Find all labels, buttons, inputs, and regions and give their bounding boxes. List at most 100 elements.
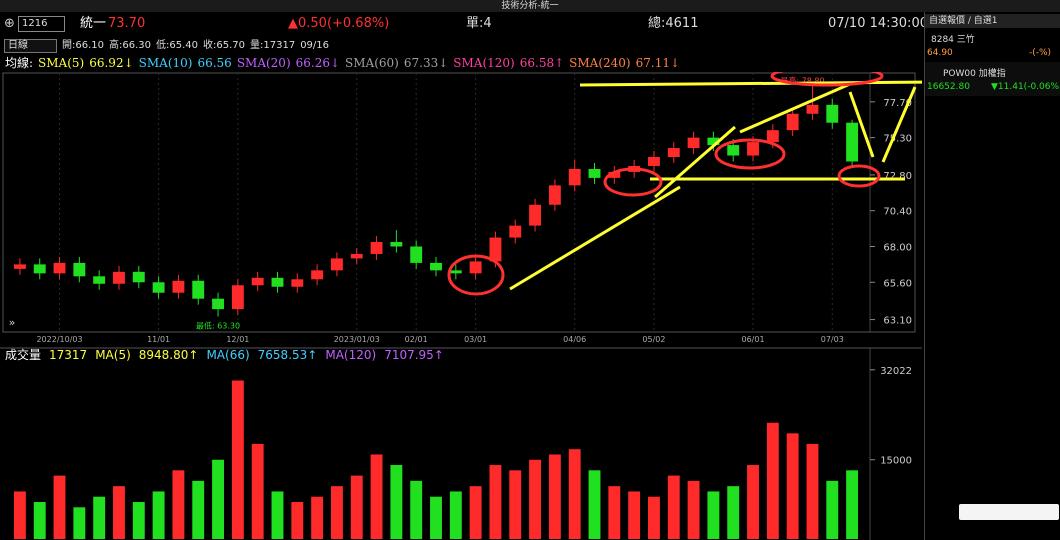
volume-bar [529, 459, 542, 539]
candle-body [212, 298, 224, 310]
volume-bar [172, 470, 185, 539]
volume-bar [13, 491, 26, 539]
price: 73.70 [108, 16, 146, 31]
candle-body [707, 137, 720, 146]
candle [846, 119, 859, 168]
candle [212, 292, 224, 317]
volume-header-item: MA(120) [325, 348, 376, 362]
candle [330, 252, 343, 277]
candle [489, 231, 502, 268]
volume-bar [93, 496, 106, 539]
candle-body [568, 168, 581, 186]
chart: » 63.10 65.60 68.00 70.40 72.80 75.30 77.70 2022… [0, 72, 922, 540]
candle-body [747, 142, 759, 156]
candle-body [73, 262, 86, 277]
candle-body [687, 137, 700, 149]
ma-name: SMA(20) [236, 56, 291, 70]
candle-body [33, 264, 46, 274]
ma-name: SMA(240) [569, 56, 631, 70]
candle-body [231, 285, 244, 310]
ma-value: 67.33↓ [403, 56, 449, 70]
volume-bar [608, 486, 621, 539]
candle [430, 256, 442, 277]
volume-bar [588, 470, 601, 539]
row-change: ▼11.41(-0.06%) [991, 82, 1060, 92]
candle-body [410, 246, 423, 263]
candle [251, 271, 264, 292]
info-item: 09/16 [300, 40, 330, 51]
add-icon[interactable]: ⊕ [4, 16, 15, 31]
row-symbol[interactable]: 8284 三竹 [931, 35, 975, 45]
ma-name: SMA(5) [38, 56, 85, 70]
volume-bar [410, 480, 423, 539]
volume-bar [390, 465, 403, 539]
ma-value: 67.11↓ [635, 56, 681, 70]
volume-bar [251, 443, 264, 539]
volume-bar [667, 475, 680, 539]
info-item: 量:17317 [250, 40, 296, 51]
candle-body [330, 258, 343, 271]
ma-value: 66.58↑ [519, 56, 565, 70]
candle [271, 271, 284, 293]
volume-bar [271, 491, 284, 539]
y-tick-label: 72.80 [883, 171, 912, 182]
volume-bar [33, 502, 46, 539]
candle [311, 264, 324, 286]
candle [33, 258, 46, 280]
volume-bar [707, 491, 720, 539]
volume-bar [330, 486, 343, 539]
code-input[interactable]: 1216 [18, 16, 65, 32]
y-tick-label: 15000 [880, 456, 912, 467]
candle [548, 179, 561, 211]
time: 07/10 14:30:00 [828, 16, 928, 31]
volume-bar [568, 449, 581, 539]
candle-body [291, 279, 304, 287]
total: 總:4611 [648, 16, 699, 31]
candle-body [251, 277, 264, 286]
candle [390, 230, 403, 253]
candle-body [172, 280, 185, 293]
candle [370, 236, 383, 260]
stock-name: 統一 [80, 16, 107, 31]
volume-bar [806, 443, 819, 539]
x-tick-label: 07/03 [821, 335, 844, 344]
candle-body [648, 157, 660, 166]
volume-header-item: MA(5) [95, 348, 131, 362]
candle [231, 279, 244, 316]
lot: 單:4 [466, 16, 492, 31]
candle [687, 131, 700, 155]
x-tick-label: 04/06 [563, 335, 586, 344]
row-price: 16652.80 [927, 82, 970, 92]
candle-body [786, 113, 799, 131]
candle-body [13, 264, 26, 269]
row-symbol[interactable]: POW00 加權指 [943, 69, 1006, 79]
info-item: 低:65.40 [156, 40, 198, 51]
row-bg [925, 62, 1060, 96]
ma-bar: 均線: SMA(5) 66.92↓ SMA(10) 66.56 SMA(20) 66.26↓… [5, 55, 685, 71]
volume-header: 成交量 17317 MA(5) 8948.80↑ MA(66) 7658.53↑ MA(12… [5, 347, 444, 362]
candle [13, 258, 26, 275]
candle-body [489, 237, 502, 262]
candle [350, 247, 363, 265]
candle-body [152, 282, 165, 293]
x-tick-label: 05/02 [642, 335, 665, 344]
candle-body [113, 271, 125, 284]
candle-body [390, 242, 403, 247]
candle-body [529, 204, 542, 226]
candle [826, 98, 839, 129]
candle [667, 142, 680, 163]
ime-bar[interactable] [959, 504, 1059, 520]
candle [766, 124, 779, 149]
price-panel [2, 72, 916, 333]
candle [113, 265, 125, 290]
period-select[interactable]: 日線 [4, 39, 57, 53]
candle [727, 139, 740, 162]
candle-body [350, 253, 363, 259]
volume-bar [469, 486, 482, 539]
candle-body [628, 165, 641, 172]
candle [93, 270, 106, 290]
side-panel: 自選報價 / 自選1 8284 三竹 64.90 -(-%) POW00 加權指… [924, 12, 1060, 540]
candle [648, 151, 660, 172]
volume-header-item: 17317 [49, 348, 87, 362]
change: ▲0.50(+0.68%) [288, 16, 390, 31]
